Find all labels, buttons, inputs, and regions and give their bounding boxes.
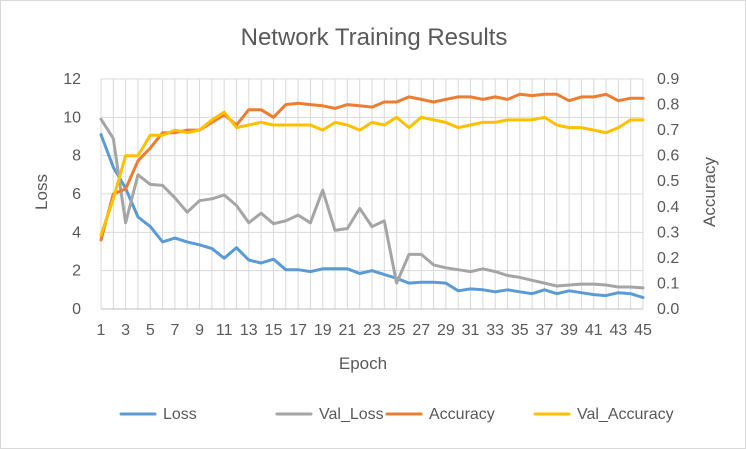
x-tick-label: 19 [314, 322, 332, 339]
x-tick-label: 35 [511, 322, 529, 339]
x-tick-label: 21 [338, 322, 356, 339]
x-tick-label: 37 [536, 322, 554, 339]
y-tick-label-left: 2 [72, 263, 81, 280]
x-tick-label: 25 [388, 322, 406, 339]
y-tick-label-right: 0.3 [657, 224, 679, 241]
y-axis-title-left: Loss [32, 174, 51, 210]
series-line-loss [99, 133, 645, 299]
y-tick-label-left: 0 [72, 301, 81, 318]
y-tick-label-left: 10 [63, 109, 81, 126]
x-tick-label: 3 [121, 322, 130, 339]
x-tick-label: 9 [195, 322, 204, 339]
y-tick-label-right: 0.2 [657, 250, 679, 267]
x-tick-label: 23 [363, 322, 381, 339]
x-tick-label: 17 [289, 322, 307, 339]
chart-title: Network Training Results [241, 24, 508, 51]
x-tick-label: 7 [170, 322, 179, 339]
x-tick-label: 33 [486, 322, 504, 339]
y-tick-label-left: 12 [63, 71, 81, 88]
x-tick-label: 11 [216, 322, 233, 339]
x-tick-label: 31 [462, 322, 480, 339]
gridlines [100, 78, 644, 310]
series-line-val-loss [99, 117, 645, 290]
y-tick-label-right: 0.5 [657, 173, 679, 190]
y-tick-label-right: 0.4 [657, 199, 679, 216]
legend-label-accuracy: Accuracy [429, 406, 495, 423]
series-lines [99, 92, 645, 299]
series-line-accuracy [99, 92, 645, 242]
y-tick-label-right: 0.7 [657, 122, 679, 139]
x-axis-title: Epoch [339, 354, 387, 373]
legend-label-val-accuracy: Val_Accuracy [577, 406, 674, 423]
y-tick-label-left: 8 [72, 148, 81, 165]
y-tick-label-right: 0.0 [657, 301, 679, 318]
y-tick-label-right: 0.8 [657, 97, 679, 114]
x-tick-label: 5 [146, 322, 155, 339]
legend: Loss Val_Loss Accuracy Val_Accuracy [119, 406, 674, 423]
y-tick-label-right: 0.9 [657, 71, 679, 88]
x-tick-label: 15 [265, 322, 283, 339]
x-tick-label: 1 [97, 322, 106, 339]
x-tick-label: 27 [412, 322, 430, 339]
y-tick-label-left: 4 [72, 224, 81, 241]
x-tick-label: 29 [437, 322, 455, 339]
x-tick-label: 41 [585, 322, 603, 339]
x-tick-label: 39 [560, 322, 578, 339]
legend-label-val-loss: Val_Loss [319, 406, 384, 423]
y-tick-label-left: 6 [72, 186, 81, 203]
axes: 0 2 4 6 8 10 12 0.0 0.1 0.2 0.3 0.4 0.5 0.6 0.7 0.8 0.9 1… [63, 71, 679, 339]
series-line-val-accuracy [99, 110, 645, 237]
y-tick-label-right: 0.1 [657, 275, 679, 292]
x-tick-label: 13 [240, 322, 258, 339]
y-tick-label-right: 0.6 [657, 148, 679, 165]
x-tick-label: 45 [634, 322, 652, 339]
y-axis-title-right: Accuracy [700, 157, 719, 227]
x-tick-label: 43 [609, 322, 627, 339]
legend-label-loss: Loss [163, 406, 197, 423]
